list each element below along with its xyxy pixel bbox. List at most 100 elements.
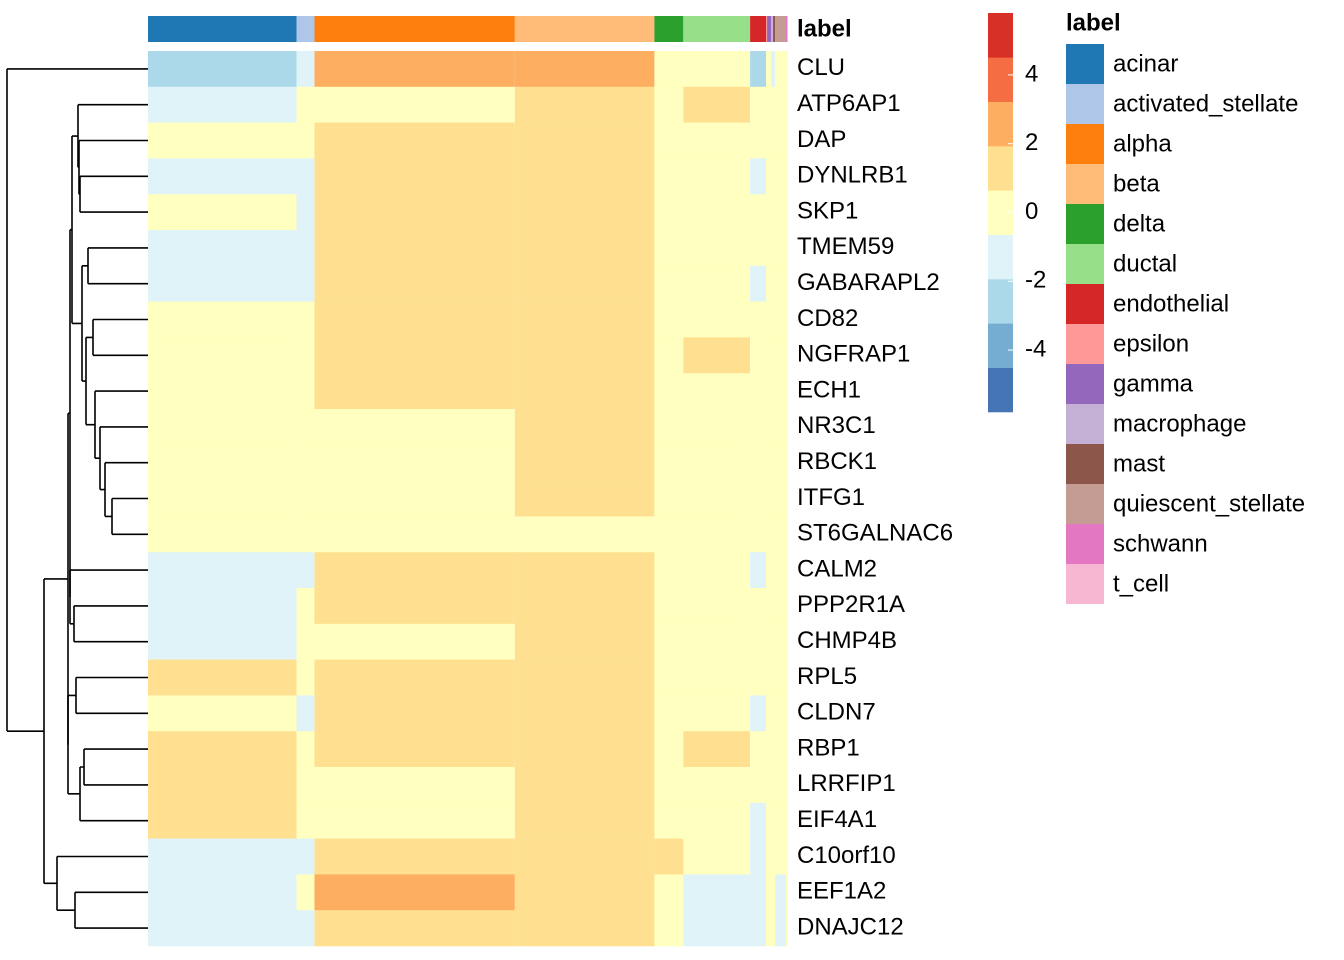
colorbar-bin [988, 13, 1013, 58]
heatmap-cell [786, 301, 788, 338]
heatmap-cell [787, 444, 788, 481]
heatmap-cell [750, 265, 767, 302]
heatmap-cell [148, 444, 297, 481]
heatmap-cell [654, 444, 684, 481]
heatmap-cell [775, 265, 787, 302]
heatmap-cell [773, 265, 776, 302]
heatmap-cell [771, 874, 774, 911]
colorbar-tick-label: 0 [1025, 198, 1038, 225]
heatmap-cell [654, 552, 684, 589]
heatmap-cell [750, 86, 767, 123]
heatmap-cell [771, 301, 774, 338]
dendrogram-branch [83, 748, 148, 786]
heatmap-cell [786, 874, 788, 911]
heatmap-cell [786, 86, 788, 123]
heatmap-cell [314, 731, 515, 768]
heatmap-cell [775, 874, 787, 911]
heatmap-cell [514, 122, 655, 159]
heatmap-cell [786, 444, 788, 481]
heatmap-cell [148, 158, 297, 195]
heatmap-cell [683, 516, 751, 553]
heatmap-cell [787, 51, 788, 88]
heatmap-cell [787, 623, 788, 660]
heatmap-cell [787, 731, 788, 768]
heatmap-cell [514, 480, 655, 517]
heatmap-cell [514, 373, 655, 410]
heatmap-cell [775, 588, 787, 625]
heatmap-cell [683, 731, 751, 768]
heatmap-cell [683, 122, 751, 159]
heatmap-cell [767, 301, 772, 338]
legend-swatch [1066, 44, 1104, 84]
legend-label: ductal [1113, 250, 1177, 277]
heatmap-cell [773, 301, 776, 338]
legend-swatch [1066, 564, 1104, 604]
heatmap-cell [296, 588, 315, 625]
heatmap-cell [683, 86, 751, 123]
heatmap-cell [296, 516, 315, 553]
heatmap-cell [750, 695, 767, 732]
heatmap-cell [787, 230, 788, 267]
heatmap-cell [767, 767, 772, 804]
heatmap-cell [654, 301, 684, 338]
heatmap-cell [654, 194, 684, 231]
legend-label: acinar [1113, 50, 1178, 77]
heatmap-cell [767, 194, 772, 231]
heatmap-cell [787, 802, 788, 839]
heatmap-cell [771, 265, 774, 302]
row-label: ST6GALNAC6 [797, 520, 953, 547]
heatmap-cell [654, 767, 684, 804]
dendrogram-branch [71, 135, 82, 325]
heatmap-cell [296, 86, 315, 123]
heatmap-cell [683, 695, 751, 732]
heatmap-cell [767, 623, 772, 660]
heatmap-cell [314, 623, 515, 660]
row-label: ECH1 [797, 376, 861, 403]
row-label: CHMP4B [797, 627, 897, 654]
heatmap-cell [296, 158, 315, 195]
heatmap-cell [786, 265, 788, 302]
heatmap-cell [654, 230, 684, 267]
heatmap-cell [750, 51, 767, 88]
heatmap-cell [773, 230, 776, 267]
heatmap-cell [771, 838, 774, 875]
heatmap-cell [296, 659, 315, 696]
heatmap-cell [786, 337, 788, 374]
heatmap-cell [683, 158, 751, 195]
heatmap-cell [314, 695, 515, 732]
heatmap-cell [773, 86, 776, 123]
heatmap-cell [296, 910, 315, 947]
heatmap-cell [314, 874, 515, 911]
heatmap-cell [750, 731, 767, 768]
heatmap-cell [148, 659, 297, 696]
row-label: C10orf10 [797, 842, 896, 869]
heatmap-cell [148, 588, 297, 625]
heatmap-cell [787, 86, 788, 123]
heatmap-cell [786, 51, 788, 88]
annotation-cell [766, 16, 768, 42]
row-label: CD82 [797, 305, 858, 332]
heatmap-cell [773, 588, 776, 625]
heatmap-cell [148, 86, 297, 123]
heatmap-cell [750, 301, 767, 338]
dendrogram-branch [43, 578, 68, 885]
annotation-cell [514, 16, 655, 42]
heatmap-cell [771, 373, 774, 410]
heatmap-cell [766, 659, 768, 696]
heatmap-cell [296, 874, 315, 911]
heatmap-cell [786, 516, 788, 553]
legend-swatch [1066, 524, 1104, 564]
heatmap-cell [683, 480, 751, 517]
heatmap-cell [771, 51, 774, 88]
heatmap-cell [654, 480, 684, 517]
annotation-cell [148, 16, 297, 42]
legend-swatch [1066, 444, 1104, 484]
legend-label: mast [1113, 450, 1165, 477]
heatmap-cell [775, 802, 787, 839]
heatmap-cell [750, 767, 767, 804]
dendrogram-branch [79, 766, 148, 822]
heatmap-cell [296, 802, 315, 839]
annotation-cell [771, 16, 774, 42]
legend-label: beta [1113, 170, 1160, 197]
heatmap-cell [514, 838, 655, 875]
